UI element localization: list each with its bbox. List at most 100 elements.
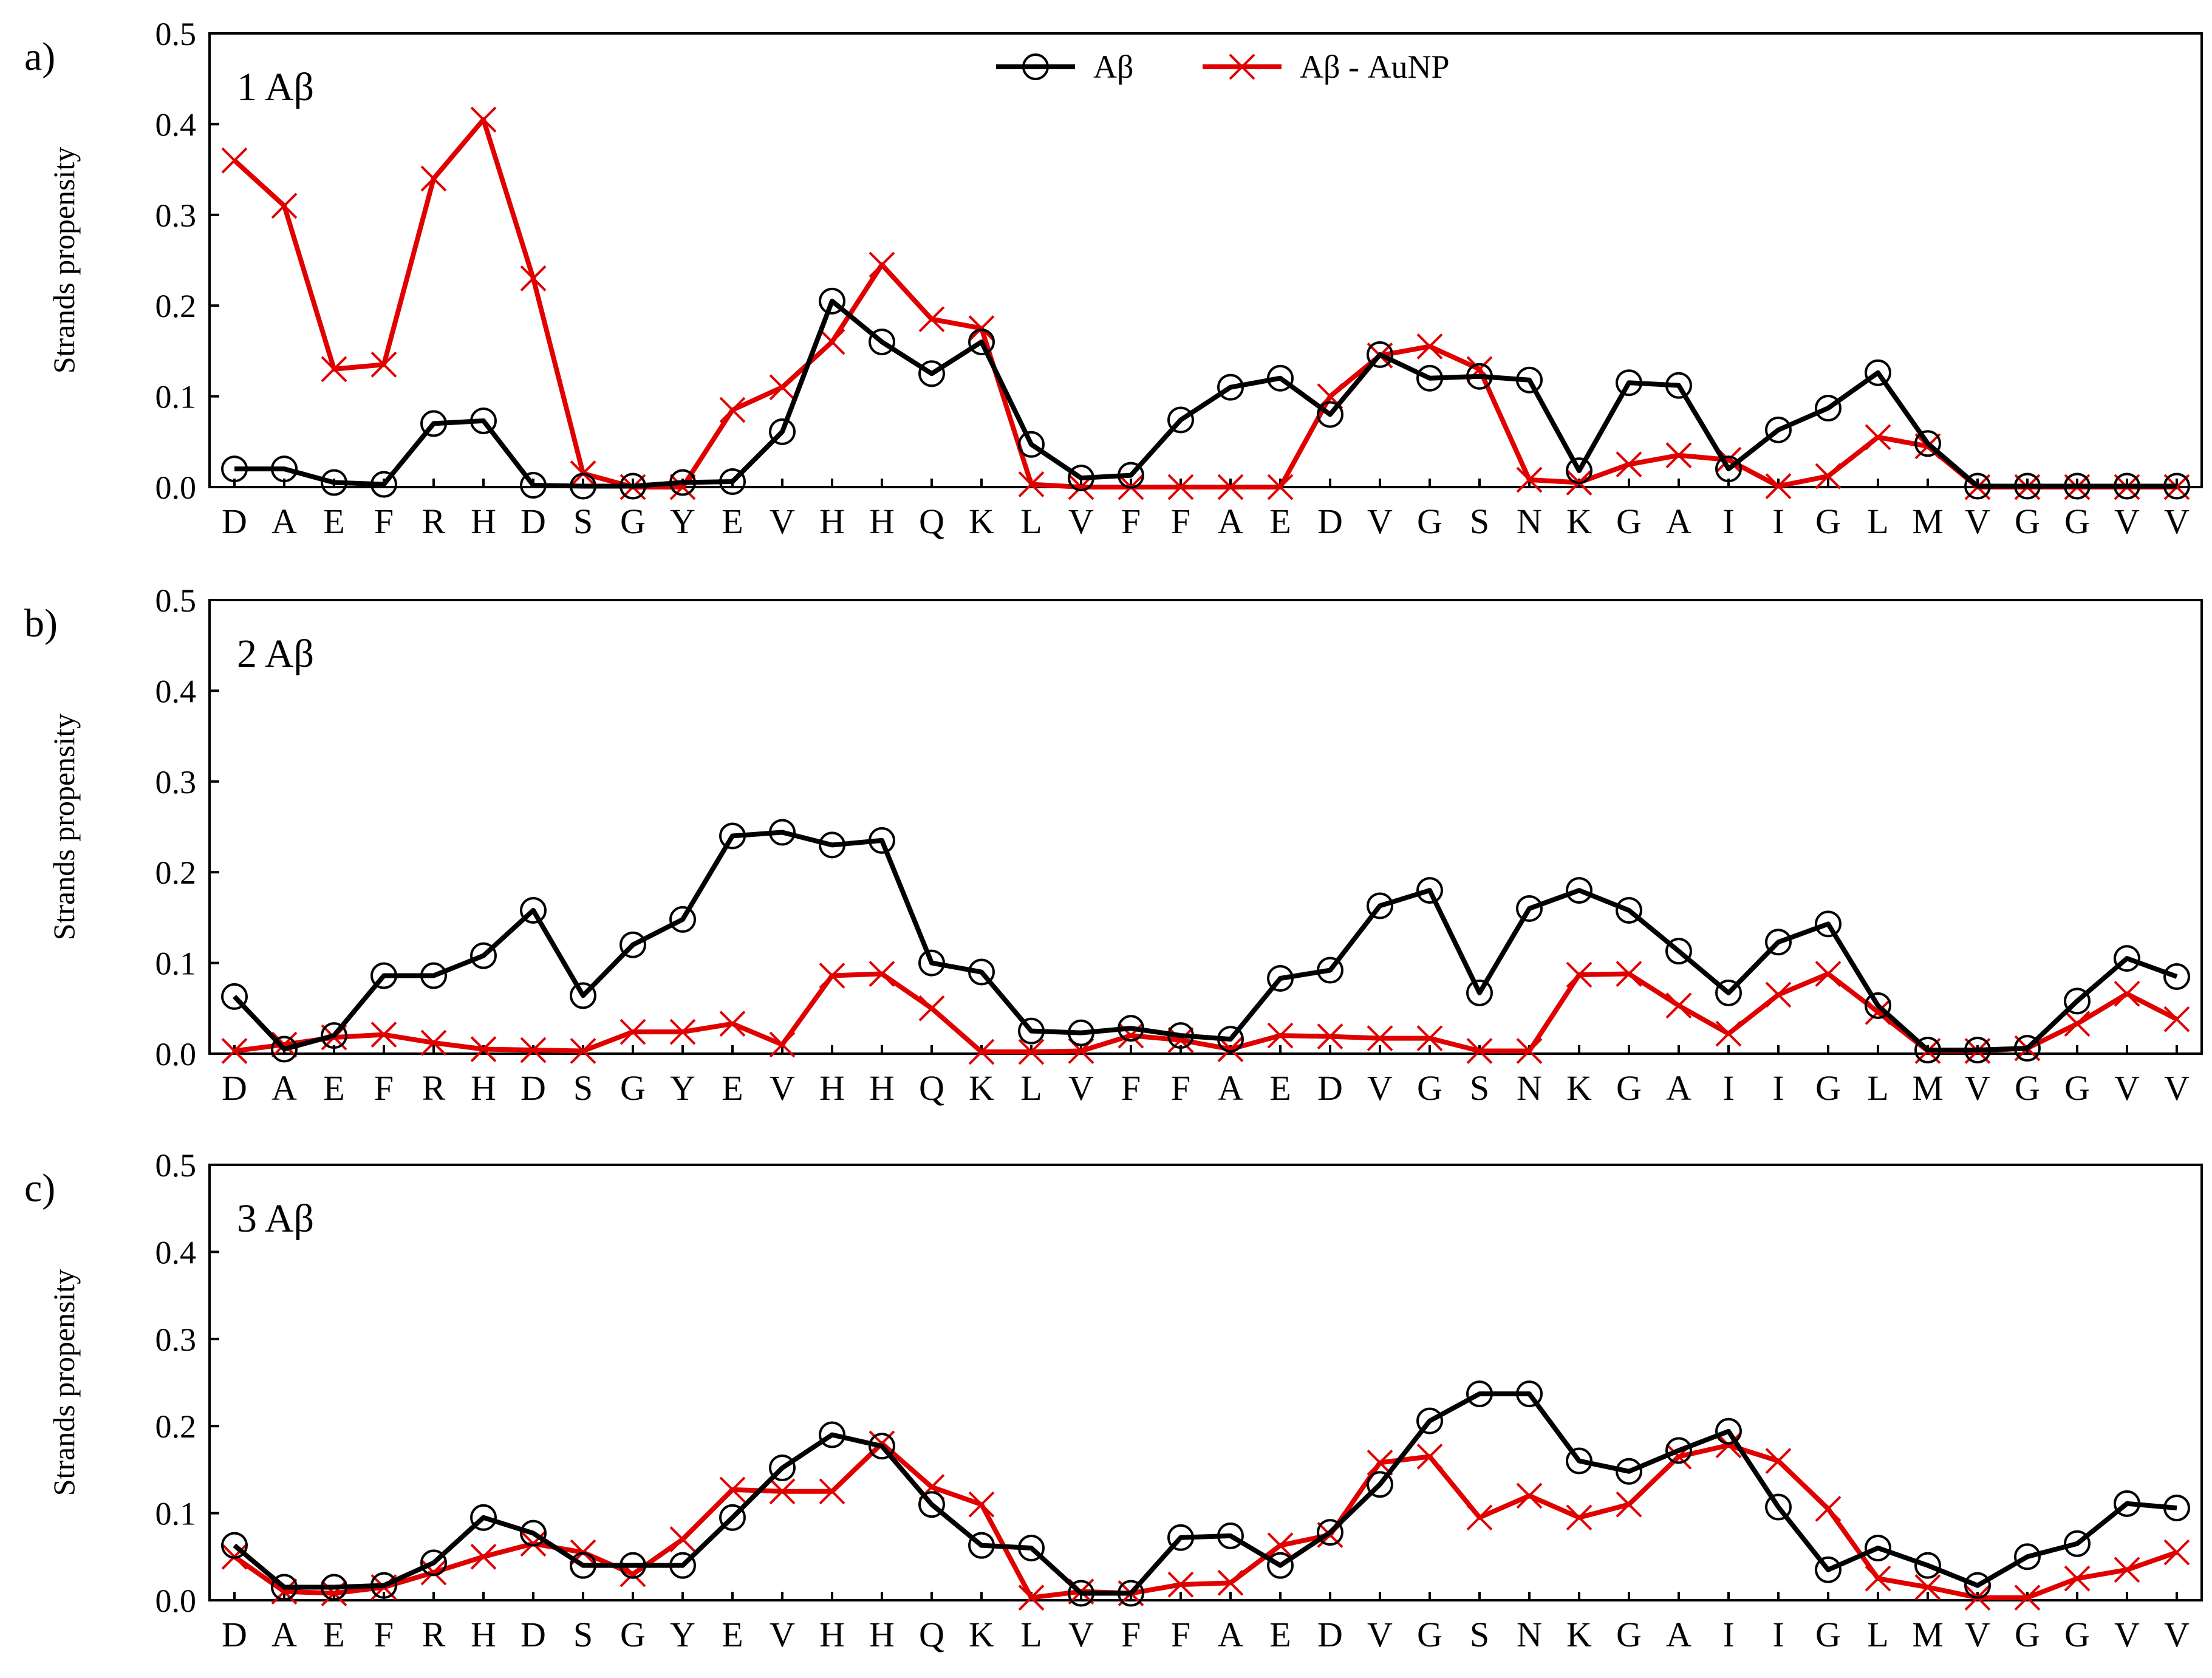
x-tick-label: G <box>1616 1615 1642 1654</box>
data-point <box>1715 455 1742 483</box>
x-tick-label: G <box>1616 1068 1642 1108</box>
data-point <box>719 468 746 496</box>
data-point <box>370 1572 397 1599</box>
data-point <box>2163 1539 2190 1566</box>
data-point <box>420 165 447 192</box>
data-point <box>669 1526 696 1553</box>
y-tick-label: 0.4 <box>155 106 197 143</box>
data-point <box>719 1011 746 1037</box>
y-tick-label: 0.0 <box>155 1036 197 1073</box>
data-point <box>1616 369 1642 397</box>
data-point <box>1068 1580 1094 1607</box>
data-point <box>2163 472 2190 500</box>
x-tick-label: G <box>2064 1615 2090 1654</box>
y-tick-label: 0.2 <box>155 1408 197 1445</box>
x-tick-label: E <box>1269 502 1291 541</box>
data-point <box>1167 1524 1194 1551</box>
data-point <box>1267 474 1294 500</box>
data-point <box>1914 1574 1941 1600</box>
series-line <box>233 1391 2177 1596</box>
panel-2: 0.00.10.20.30.40.5D A E F R H D S G Y E V H H Q K L V F F A E… <box>24 582 2203 1108</box>
data-point <box>1118 462 1144 489</box>
data-point <box>819 1421 845 1448</box>
data-point <box>1416 364 1443 392</box>
x-tick-label: K <box>969 502 994 541</box>
data-point <box>769 418 796 445</box>
x-tick-label: F <box>1121 1615 1141 1654</box>
panel-title: 3 Aβ <box>237 1196 314 1241</box>
data-point <box>968 1491 995 1518</box>
x-tick-label: D <box>222 1068 247 1108</box>
data-point <box>1367 892 1393 919</box>
data-point <box>470 1036 497 1062</box>
y-tick-label: 0.5 <box>155 582 197 619</box>
x-tick-label: G <box>1815 1615 1841 1654</box>
data-point <box>271 1574 298 1601</box>
data-point <box>1815 1556 1842 1583</box>
data-point <box>1466 1038 1493 1064</box>
data-point <box>1616 961 1642 987</box>
data-point <box>918 360 945 387</box>
panel-3: 0.00.10.20.30.40.5D A E F R H D S G Y E V H H Q K L V F F A E… <box>24 1147 2203 1654</box>
data-point <box>1317 1519 1343 1546</box>
data-point <box>420 1549 447 1577</box>
x-tick-label: N <box>1517 1068 1542 1108</box>
data-point <box>869 1430 895 1457</box>
y-tick-label: 0.1 <box>155 379 197 415</box>
panel-1: 0.00.10.20.30.40.5D A E F R H D S G Y E V H H Q K L V F F A E… <box>24 16 2203 541</box>
data-point <box>2014 1035 2041 1062</box>
y-tick-label: 0.1 <box>155 1496 197 1532</box>
x-tick-label: S <box>573 1068 593 1108</box>
x-tick-label: G <box>620 1068 646 1108</box>
x-tick-label: A <box>271 1068 297 1108</box>
data-point <box>2064 1530 2091 1557</box>
data-point <box>570 472 596 500</box>
x-tick-label: Q <box>919 1615 944 1654</box>
series-line <box>234 298 2177 489</box>
x-tick-label: R <box>422 1068 446 1108</box>
data-point <box>918 1491 945 1518</box>
data-point <box>2014 1543 2041 1571</box>
x-tick-label: A <box>1218 1068 1243 1108</box>
y-tick-label: 0.3 <box>155 197 197 234</box>
data-point <box>321 1574 347 1601</box>
x-tick-label: E <box>1269 1068 1291 1108</box>
data-point <box>1865 1534 1891 1561</box>
data-point <box>1416 877 1443 904</box>
data-point <box>520 472 547 499</box>
x-tick-label: R <box>422 1615 446 1654</box>
y-tick-label: 0.3 <box>155 1322 197 1358</box>
data-point <box>869 328 895 355</box>
data-point <box>1815 961 1842 987</box>
data-point <box>321 1022 347 1049</box>
data-point <box>1616 1491 1642 1518</box>
series-ab-aunp <box>221 961 2190 1065</box>
series-line <box>233 1441 2178 1600</box>
data-point <box>1466 1380 1493 1408</box>
x-tick-label: I <box>1772 502 1784 541</box>
x-tick-label: H <box>819 502 845 541</box>
data-point <box>2064 1565 2091 1592</box>
data-point <box>1416 333 1443 360</box>
data-point <box>520 1519 547 1547</box>
x-tick-label: E <box>722 1068 743 1108</box>
data-point <box>1914 430 1941 457</box>
data-point <box>968 328 995 355</box>
data-point <box>271 1035 298 1063</box>
data-point <box>769 374 796 401</box>
x-tick-label: D <box>1317 502 1343 541</box>
y-tick-label: 0.3 <box>155 764 197 800</box>
data-point <box>1018 1017 1045 1045</box>
x-tick-label: G <box>1417 1068 1442 1108</box>
x-tick-label: G <box>1417 502 1442 541</box>
data-point <box>620 931 646 958</box>
x-tick-label: H <box>869 502 895 541</box>
data-point <box>819 831 845 859</box>
data-point <box>1765 1493 1792 1521</box>
data-point <box>1367 1471 1393 1498</box>
data-point <box>869 1433 895 1460</box>
data-point <box>1217 1036 1244 1062</box>
data-point <box>1167 406 1194 434</box>
x-tick-label: V <box>1965 1615 1990 1654</box>
data-point <box>1566 961 1592 988</box>
